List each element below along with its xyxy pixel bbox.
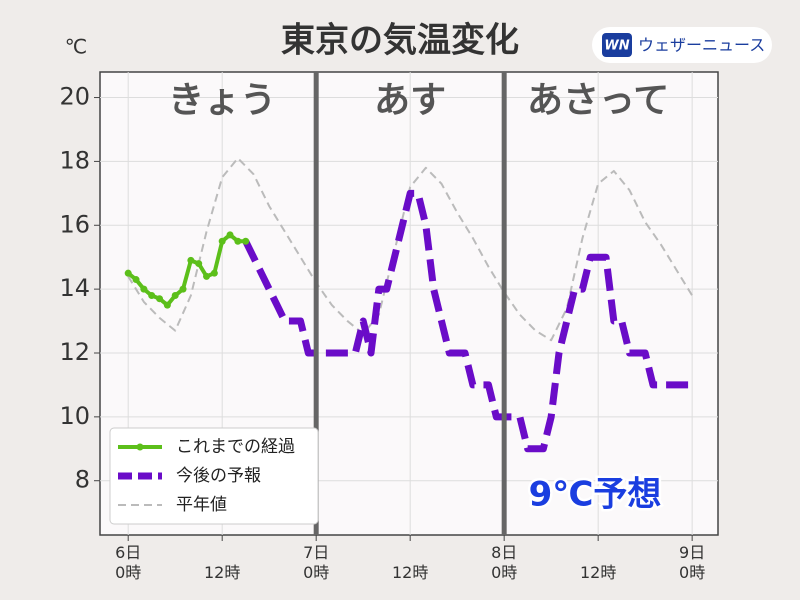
legend-box (109, 427, 319, 525)
data-point (179, 285, 187, 293)
y-tick-label: 8 (75, 466, 90, 494)
data-point (234, 237, 242, 245)
series-line (126, 232, 246, 308)
data-point (171, 292, 179, 300)
y-tick-label: 14 (59, 274, 90, 302)
series-line (242, 189, 693, 453)
x-tick-label: 12時 (204, 563, 240, 582)
series-line (127, 157, 694, 342)
logo-mark: WN (604, 39, 629, 54)
x-tick-label: 8日 0時 (491, 543, 517, 582)
logo-text: ウェザーニュース (638, 36, 765, 55)
logo-bg (592, 27, 772, 63)
data-point (195, 260, 203, 268)
legend-label: これまでの経過 (176, 437, 295, 457)
data-point (187, 256, 195, 264)
data-point (148, 292, 156, 300)
y-unit: ℃ (65, 35, 87, 59)
legend-marker (136, 443, 144, 451)
x-tick-label: 12時 (580, 563, 616, 582)
legend-label: 平年値 (176, 495, 227, 515)
data-point (124, 269, 132, 277)
x-tick-label: 7日 0時 (303, 543, 329, 582)
day-label: きょう (168, 80, 276, 121)
data-point (242, 237, 250, 245)
x-tick-label: 9日 0時 (679, 543, 705, 582)
data-point (226, 231, 234, 239)
x-tick-label: 6日 0時 (115, 543, 141, 582)
marks (124, 157, 694, 453)
data-point (140, 285, 148, 293)
data-point (156, 295, 164, 303)
day-label: あす (374, 80, 446, 121)
y-tick-label: 18 (59, 146, 90, 174)
annotation: 9℃予想 (529, 475, 662, 515)
data-point (203, 272, 211, 280)
chart-title: 東京の気温変化 (281, 21, 519, 61)
data-point (163, 301, 171, 309)
data-point (218, 237, 226, 245)
legend-label: 今後の予報 (176, 466, 261, 486)
data-point (132, 276, 140, 284)
day-label: あさって (527, 80, 669, 121)
y-tick-label: 12 (59, 338, 90, 366)
y-tick-label: 10 (59, 402, 90, 430)
y-tick-label: 20 (59, 83, 90, 111)
logo: WN ウェザーニュース (592, 27, 772, 63)
data-point (210, 269, 218, 277)
logo-icon (602, 33, 632, 57)
x-tick-label: 12時 (392, 563, 428, 582)
y-tick-label: 16 (59, 210, 90, 238)
